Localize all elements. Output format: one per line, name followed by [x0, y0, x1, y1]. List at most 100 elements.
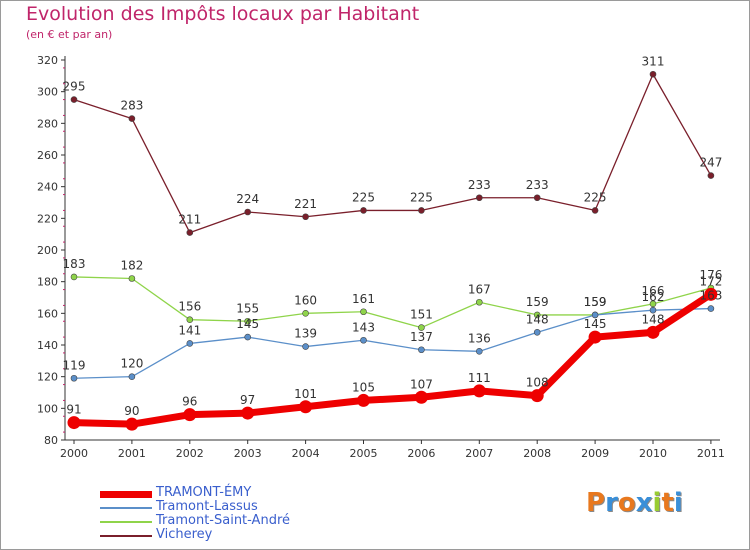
data-point: [707, 305, 715, 312]
data-point: [125, 417, 139, 431]
data-point: [418, 207, 425, 214]
data-point: [70, 374, 78, 382]
y-tick-label: 80: [44, 434, 58, 447]
series-line: [73, 291, 713, 428]
data-label: 225: [410, 190, 433, 204]
data-point: [588, 330, 602, 344]
data-label: 101: [294, 387, 317, 401]
data-point: [533, 329, 541, 336]
legend-swatch: [100, 490, 152, 498]
y-tick-label: 320: [37, 54, 58, 67]
x-tick-label: 2002: [176, 447, 204, 460]
data-label: 145: [236, 317, 259, 331]
data-label: 107: [410, 377, 433, 391]
data-label: 91: [66, 403, 81, 417]
data-point: [244, 208, 251, 216]
data-label: 136: [468, 331, 491, 345]
data-point: [360, 308, 367, 316]
data-label: 159: [584, 295, 607, 309]
data-point: [530, 389, 544, 403]
data-label: 155: [236, 301, 259, 315]
data-point: [591, 207, 599, 214]
chart-title: Evolution des Impôts locaux par Habitant: [26, 3, 420, 25]
data-label: 143: [352, 320, 375, 334]
series-line: [73, 276, 712, 329]
data-point: [591, 311, 599, 319]
x-tick-label: 2011: [697, 447, 725, 460]
x-tick-label: 2006: [407, 447, 435, 460]
y-tick-label: 180: [37, 276, 58, 289]
data-point: [244, 333, 251, 341]
data-label: 295: [63, 80, 86, 94]
data-point: [299, 400, 313, 414]
data-point: [186, 229, 194, 236]
data-point: [418, 324, 425, 331]
data-label: 97: [240, 393, 255, 407]
data-label: 137: [410, 330, 433, 344]
data-label: 160: [294, 293, 317, 307]
legend-swatch: [100, 521, 152, 523]
y-tick-label: 260: [37, 149, 58, 162]
data-point: [704, 287, 718, 301]
data-point: [244, 317, 251, 325]
data-point: [649, 300, 657, 308]
data-point: [475, 194, 483, 202]
data-label: 111: [468, 371, 491, 385]
data-point: [128, 373, 136, 380]
legend-label: TRAMONT-ÉMY: [156, 485, 252, 500]
data-point: [360, 336, 367, 344]
data-point: [70, 96, 78, 103]
data-label: 96: [182, 395, 197, 409]
data-point: [183, 408, 197, 422]
x-tick-label: 2007: [465, 447, 493, 460]
x-tick-label: 2001: [118, 447, 146, 460]
data-point: [128, 115, 136, 122]
data-label: 225: [352, 190, 375, 204]
x-tick-label: 2010: [639, 447, 667, 460]
y-tick-label: 160: [37, 307, 58, 320]
data-label: 159: [526, 295, 549, 309]
data-label: 145: [584, 317, 607, 331]
data-point: [707, 172, 715, 179]
data-label: 120: [120, 357, 143, 371]
data-point: [360, 207, 367, 214]
data-point: [475, 348, 483, 355]
data-point: [302, 213, 309, 221]
logo-letter: x: [635, 488, 653, 518]
data-point: [67, 416, 81, 430]
x-tick-label: 2000: [60, 447, 88, 460]
x-tick-label: 2004: [292, 447, 320, 460]
data-label: 233: [468, 178, 491, 192]
data-label: 211: [178, 213, 201, 227]
data-point: [533, 194, 541, 202]
data-point: [646, 325, 660, 339]
y-tick-label: 100: [37, 402, 58, 415]
y-tick-label: 200: [37, 244, 58, 257]
series-line: [73, 307, 711, 379]
y-tick-label: 140: [37, 339, 58, 352]
data-label: 225: [584, 190, 607, 204]
logo-letter: t: [661, 488, 674, 518]
data-point: [241, 406, 255, 420]
data-label: 90: [124, 404, 139, 418]
series-line: [73, 73, 712, 234]
y-tick-label: 220: [37, 212, 58, 225]
legend-swatch: [100, 507, 152, 509]
data-point: [302, 310, 309, 317]
data-label: 148: [526, 312, 549, 326]
data-label: 233: [526, 178, 549, 192]
data-label: 139: [294, 327, 317, 341]
data-point: [649, 306, 657, 314]
data-label: 172: [699, 274, 722, 288]
data-label: 108: [526, 376, 549, 390]
data-label: 247: [699, 156, 722, 170]
data-label: 151: [410, 308, 433, 322]
data-label: 224: [236, 192, 259, 206]
legend-label: Vicherey: [156, 527, 213, 542]
data-point: [472, 384, 486, 398]
legend-label: Tramont-Lassus: [156, 499, 258, 514]
x-tick-label: 2003: [234, 447, 262, 460]
data-point: [418, 346, 425, 354]
x-tick-label: 2008: [523, 447, 551, 460]
